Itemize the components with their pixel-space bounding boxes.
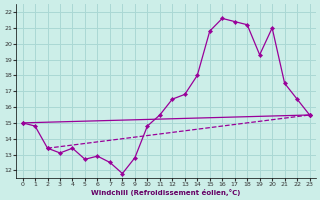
X-axis label: Windchill (Refroidissement éolien,°C): Windchill (Refroidissement éolien,°C) — [92, 189, 241, 196]
